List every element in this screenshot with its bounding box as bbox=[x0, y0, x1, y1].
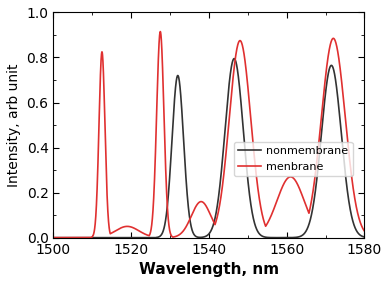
nonmembrane bbox=[51, 236, 56, 239]
menbrane bbox=[158, 30, 163, 33]
menbrane bbox=[109, 231, 114, 235]
menbrane bbox=[242, 57, 247, 60]
Line: nonmembrane: nonmembrane bbox=[53, 59, 372, 238]
menbrane bbox=[313, 171, 318, 174]
nonmembrane bbox=[313, 188, 318, 191]
menbrane bbox=[370, 235, 375, 238]
nonmembrane bbox=[173, 89, 177, 93]
nonmembrane bbox=[109, 236, 114, 239]
nonmembrane bbox=[370, 236, 375, 239]
nonmembrane bbox=[258, 233, 263, 237]
menbrane bbox=[289, 175, 294, 179]
nonmembrane bbox=[242, 144, 247, 147]
menbrane bbox=[173, 235, 178, 238]
menbrane bbox=[51, 236, 56, 239]
nonmembrane bbox=[289, 236, 294, 239]
Line: menbrane: menbrane bbox=[53, 32, 372, 238]
Y-axis label: Intensity, arb unit: Intensity, arb unit bbox=[7, 63, 21, 187]
menbrane bbox=[258, 206, 263, 209]
X-axis label: Wavelength, nm: Wavelength, nm bbox=[139, 262, 279, 277]
Legend: nonmembrane, menbrane: nonmembrane, menbrane bbox=[234, 142, 353, 176]
nonmembrane bbox=[232, 57, 237, 60]
